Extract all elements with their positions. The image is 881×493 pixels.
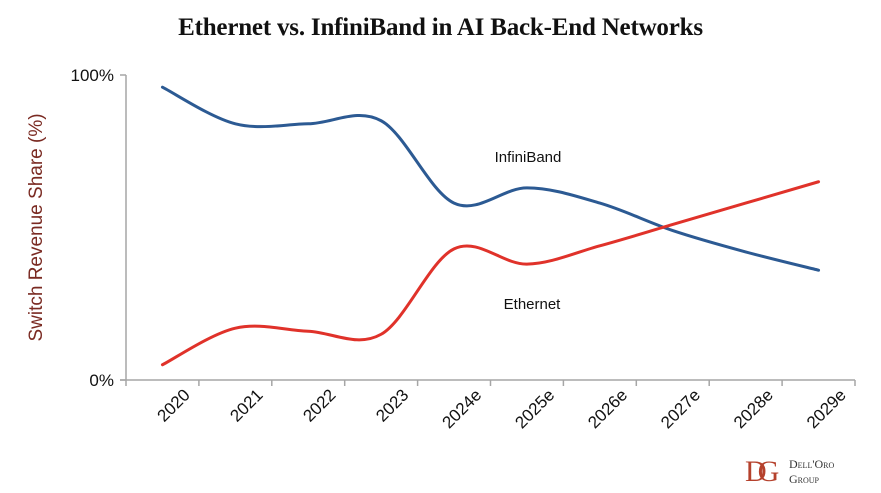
logo-line-1: Dell'Oro	[789, 457, 835, 471]
logo-line-2: Group	[789, 472, 820, 486]
x-tick-label: 2020	[154, 385, 194, 425]
x-tick-label: 2027e	[657, 385, 704, 432]
series-labels: InfiniBand Ethernet	[495, 149, 562, 313]
y-tick-label: 100%	[71, 66, 114, 85]
chart-title: Ethernet vs. InfiniBand in AI Back-End N…	[178, 14, 703, 41]
logo-mark: DG	[745, 455, 779, 488]
x-tick-label: 2021	[226, 385, 266, 425]
series-label-ethernet: Ethernet	[504, 296, 562, 313]
series-lines	[160, 85, 821, 367]
series-line-infiniband	[160, 85, 821, 272]
series-line-ethernet	[160, 180, 821, 367]
x-tick-label: 2022	[299, 385, 339, 425]
x-tick-label: 2023	[372, 385, 412, 425]
series-label-infiniband: InfiniBand	[495, 149, 562, 166]
x-tick-label: 2029e	[803, 385, 850, 432]
y-axis-title: Switch Revenue Share (%)	[26, 113, 47, 341]
dell-oro-logo: DG Dell'Oro Group	[745, 455, 875, 489]
y-tick-label: 0%	[89, 371, 114, 390]
x-tick-label: 2024e	[438, 385, 485, 432]
x-tick-label: 2025e	[511, 385, 558, 432]
x-tick-label: 2026e	[584, 385, 631, 432]
x-tick-label: 2028e	[730, 385, 777, 432]
logo-text: Dell'Oro Group	[789, 457, 834, 487]
